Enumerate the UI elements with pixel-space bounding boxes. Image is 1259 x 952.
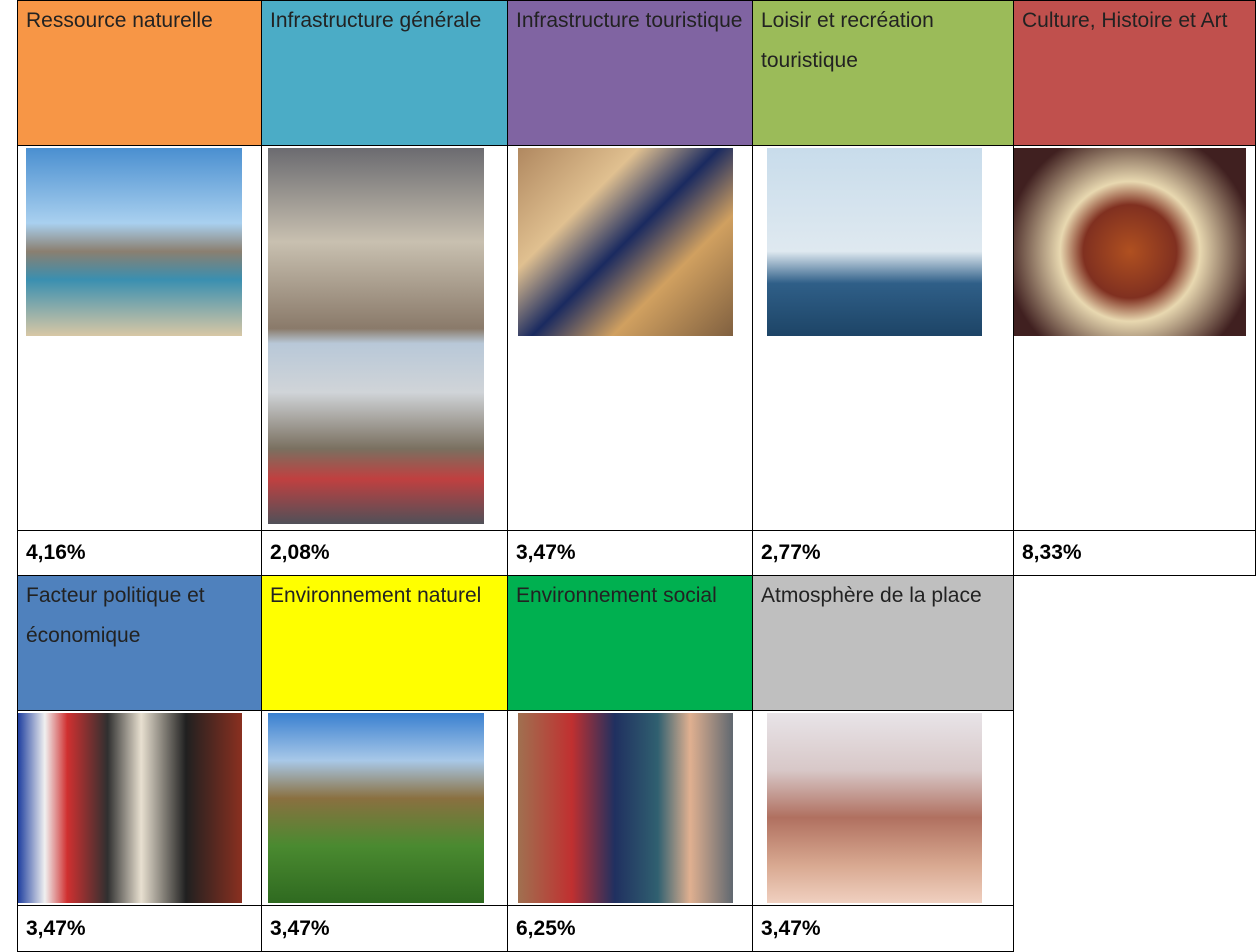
header-cell: Facteur politique et économique xyxy=(17,575,262,711)
header-cell: Environnement naturel xyxy=(261,575,508,711)
tourism-table: Ressource naturelle Infrastructure génér… xyxy=(17,0,1256,952)
photo xyxy=(518,713,733,903)
image-cell xyxy=(17,710,262,906)
image-cell xyxy=(752,710,1014,906)
header-cell: Environnement social xyxy=(507,575,753,711)
header-cell: Ressource naturelle xyxy=(17,0,262,146)
percent-cell: 2,77% xyxy=(752,530,1014,576)
percent-cell: 3,47% xyxy=(17,905,262,952)
percent-cell: 6,25% xyxy=(507,905,753,952)
percent-cell: 2,08% xyxy=(261,530,508,576)
header-row: Facteur politique et économique Environn… xyxy=(17,575,1256,952)
image-cell xyxy=(17,145,262,531)
photo xyxy=(268,713,484,903)
photo xyxy=(18,713,242,903)
header-cell: Atmosphère de la place xyxy=(752,575,1014,711)
photo xyxy=(1014,148,1246,336)
header-cell: Loisir et recréation touristique xyxy=(752,0,1014,146)
percent-cell: 3,47% xyxy=(507,530,753,576)
photo xyxy=(518,148,733,336)
percent-cell: 3,47% xyxy=(261,905,508,952)
photo xyxy=(26,148,242,336)
percent-row: 3,47% 3,47% 6,25% 3,47% xyxy=(17,905,1256,952)
header-cell: Culture, Histoire et Art xyxy=(1013,0,1256,146)
percent-cell: 3,47% xyxy=(752,905,1014,952)
header-row: Ressource naturelle Infrastructure génér… xyxy=(17,0,1256,146)
image-cell xyxy=(507,145,753,531)
empty-cell xyxy=(1013,575,1256,952)
image-cell xyxy=(261,145,508,531)
image-cell xyxy=(752,145,1014,531)
percent-row: 4,16% 2,08% 3,47% 2,77% 8,33% xyxy=(17,530,1256,576)
header-cell: Infrastructure touristique xyxy=(507,0,753,146)
photo xyxy=(767,148,982,336)
photo xyxy=(767,713,982,903)
image-row xyxy=(17,145,1256,531)
image-cell xyxy=(1013,145,1256,531)
percent-cell: 8,33% xyxy=(1013,530,1256,576)
percent-cell: 4,16% xyxy=(17,530,262,576)
image-cell xyxy=(261,710,508,906)
photo xyxy=(268,148,484,524)
image-cell xyxy=(507,710,753,906)
header-cell: Infrastructure générale xyxy=(261,0,508,146)
